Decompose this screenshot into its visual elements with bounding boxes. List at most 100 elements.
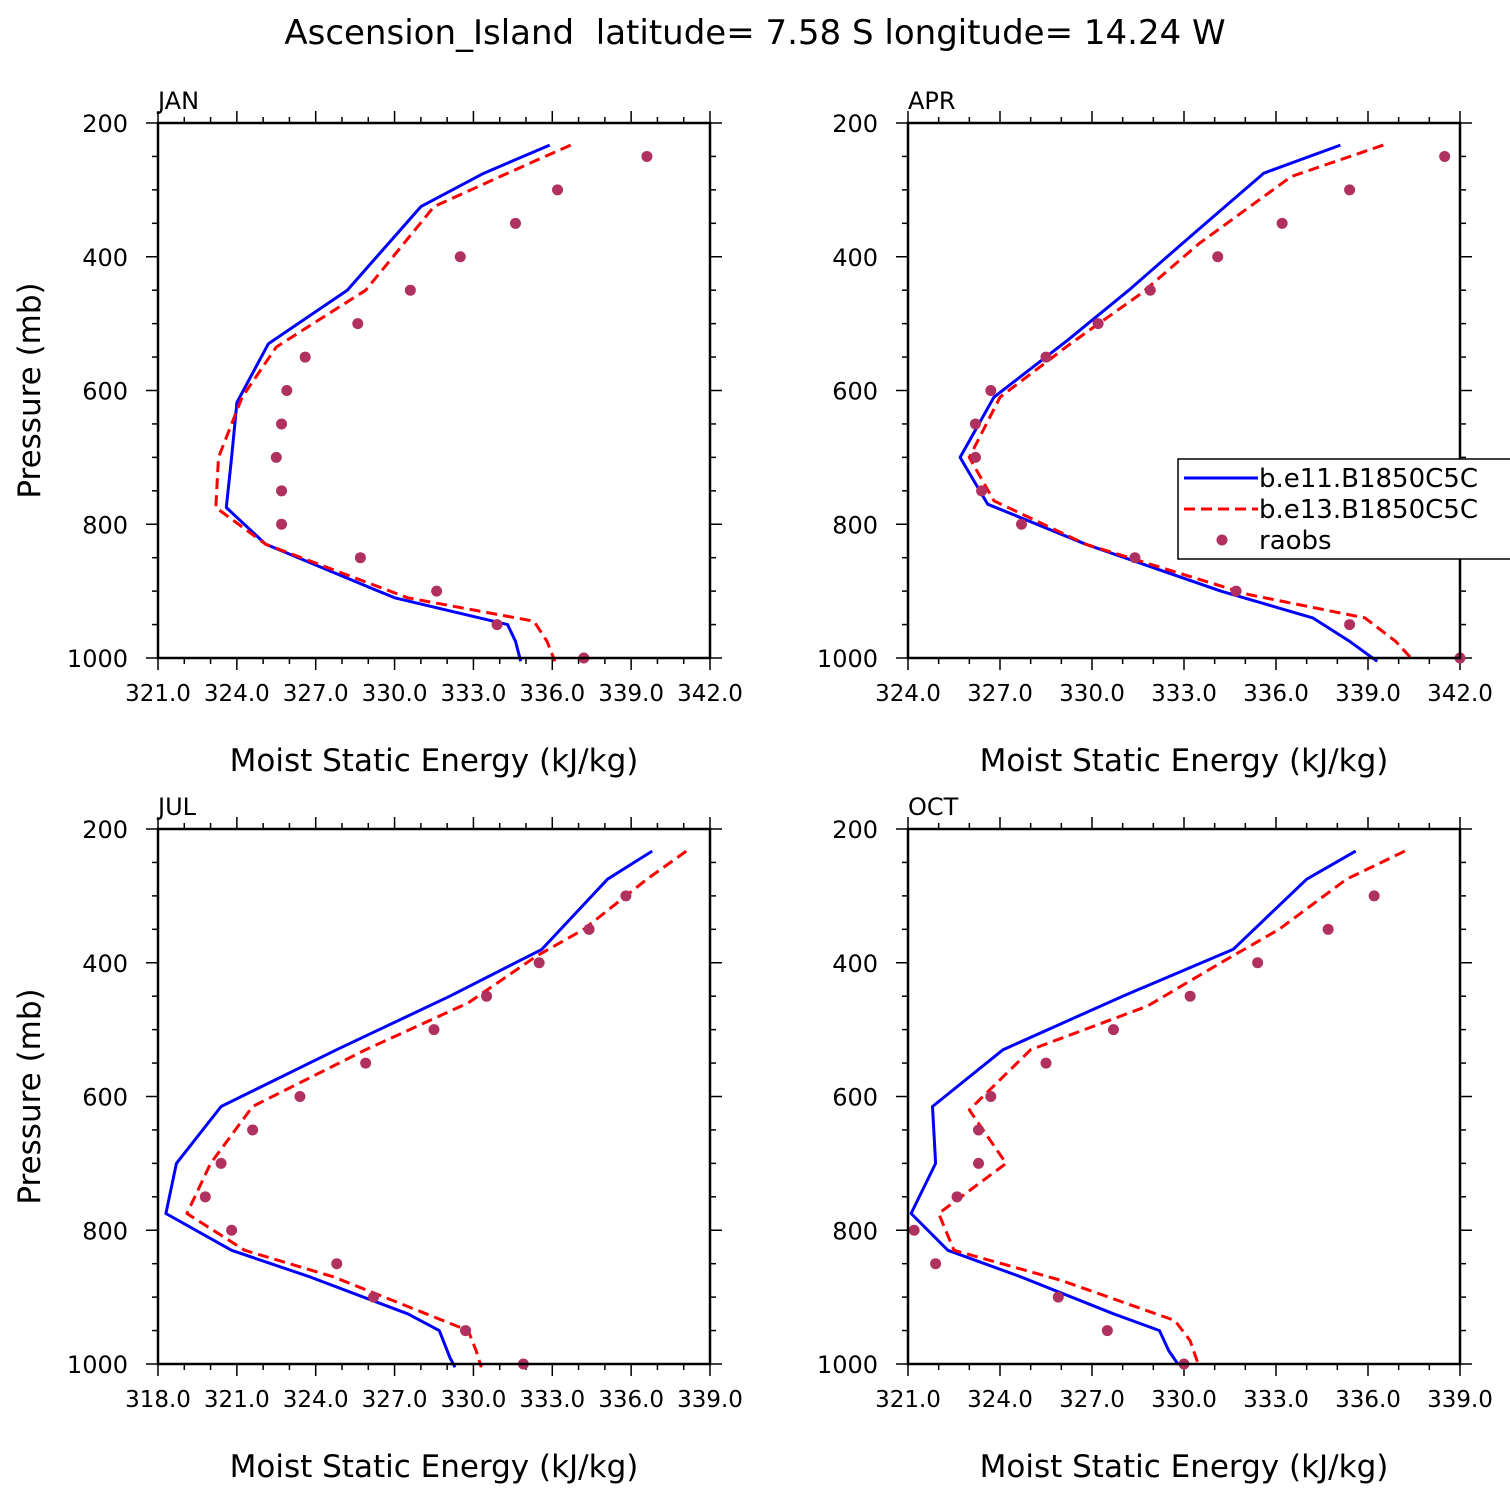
raobs-point: [276, 518, 288, 530]
y-tick-label: 1000: [67, 645, 128, 673]
x-tick-label: 333.0: [1243, 1387, 1309, 1413]
raobs-point: [354, 552, 366, 564]
x-tick-label: 339.0: [598, 681, 664, 707]
x-tick-label: 339.0: [1335, 681, 1401, 707]
plot-frame: [156, 827, 712, 1366]
x-tick-label: 321.0: [875, 1387, 941, 1413]
raobs-point: [1092, 318, 1104, 330]
series-b-e13-b1850c5c-line: [937, 849, 1406, 1368]
raobs-point: [973, 1157, 985, 1169]
raobs-point: [583, 923, 595, 935]
raobs-point: [1212, 251, 1224, 263]
legend: b.e11.B1850C5C b.e13.B1850C5C raobs: [1177, 458, 1510, 560]
legend-marker-raobs: [1216, 534, 1228, 546]
y-tick-label: 600: [832, 378, 878, 406]
x-tick-label: 321.0: [125, 681, 191, 707]
y-tick-label: 200: [82, 110, 128, 138]
raobs-point: [985, 385, 997, 396]
raobs-point: [270, 451, 282, 463]
raobs-point: [969, 418, 981, 430]
raobs-point: [281, 385, 293, 396]
panel-jan: JAN 321.0 324.0 327.0 330.0 333.0 336.0 339.0 34…: [12, 87, 743, 779]
y-tick-label: 600: [82, 1084, 128, 1112]
series-raobs: [270, 150, 653, 664]
y-tick-label: 1000: [67, 1351, 128, 1379]
x-axis-title: Moist Static Energy (kJ/kg): [980, 1449, 1389, 1485]
y-tick-label: 200: [832, 110, 878, 138]
x-tick-label: 327.0: [1059, 1387, 1125, 1413]
panels: JAN 321.0 324.0 327.0 330.0 333.0 336.0 339.0 34…: [12, 87, 1493, 1485]
raobs-point: [368, 1291, 380, 1303]
raobs-point: [908, 1224, 920, 1236]
raobs-point: [930, 1258, 942, 1270]
raobs-point: [1040, 1057, 1052, 1069]
raobs-point: [1052, 1291, 1064, 1303]
x-tick-label: 333.0: [519, 1387, 585, 1413]
raobs-point: [985, 1091, 997, 1102]
y-tick-label: 800: [832, 511, 878, 539]
x-tick-label: 336.0: [1335, 1387, 1401, 1413]
x-axis-title: Moist Static Energy (kJ/kg): [230, 1449, 639, 1485]
x-tick-label: 336.0: [1243, 681, 1309, 707]
raobs-point: [1107, 1024, 1119, 1036]
x-tick-label: 324.0: [875, 681, 941, 707]
y-tick-label: 400: [82, 950, 128, 978]
figure-title: Ascension_Island latitude= 7.58 S longit…: [284, 13, 1225, 53]
x-tick-label: 336.0: [519, 681, 585, 707]
raobs-point: [276, 418, 288, 430]
y-tick-label: 1000: [817, 645, 878, 673]
legend-label-raobs: raobs: [1259, 526, 1332, 556]
y-tick-label: 400: [82, 244, 128, 272]
y-tick-label: 800: [832, 1217, 878, 1245]
x-tick-label: 324.0: [283, 1387, 349, 1413]
raobs-point: [976, 485, 988, 497]
raobs-point: [1101, 1325, 1113, 1337]
raobs-point: [641, 150, 653, 162]
series-b-e11-b1850c5c-line: [224, 143, 551, 662]
x-tick-label: 339.0: [1427, 1387, 1493, 1413]
series-raobs: [908, 890, 1380, 1370]
raobs-point: [215, 1157, 227, 1169]
raobs-point: [509, 217, 521, 229]
x-tick-label: 327.0: [967, 681, 1033, 707]
series-b-e11-b1850c5c-line: [909, 849, 1357, 1365]
raobs-point: [1144, 284, 1156, 296]
raobs-point: [620, 890, 632, 902]
y-tick-label: 200: [82, 816, 128, 844]
plot-frame: [906, 827, 1462, 1366]
y-tick-label: 1000: [817, 1351, 878, 1379]
series-raobs: [969, 150, 1466, 664]
panel-label-oct: OCT: [908, 793, 959, 821]
raobs-point: [460, 1325, 472, 1337]
raobs-point: [533, 957, 545, 969]
y-tick-label: 800: [82, 511, 128, 539]
x-tick-label: 342.0: [1427, 681, 1493, 707]
raobs-point: [1230, 585, 1242, 597]
y-axis-title: Pressure (mb): [12, 988, 48, 1204]
raobs-point: [1344, 184, 1356, 196]
raobs-point: [1276, 217, 1288, 229]
y-tick-label: 200: [832, 816, 878, 844]
raobs-point: [360, 1057, 372, 1069]
x-tick-label: 324.0: [967, 1387, 1033, 1413]
raobs-point: [331, 1258, 343, 1270]
y-axis-title: Pressure (mb): [12, 282, 48, 498]
y-tick-label: 600: [832, 1084, 878, 1112]
x-tick-label: 333.0: [1151, 681, 1217, 707]
y-tick-label: 600: [82, 378, 128, 406]
raobs-point: [294, 1091, 306, 1102]
x-tick-label: 330.0: [1151, 1387, 1217, 1413]
x-tick-label: 330.0: [362, 681, 428, 707]
raobs-point: [969, 451, 981, 463]
raobs-point: [1322, 923, 1334, 935]
panel-jul: JUL 318.0 321.0 324.0 327.0 330.0 333.0 336.0 33…: [12, 793, 743, 1485]
raobs-point: [973, 1124, 985, 1136]
raobs-point: [1344, 619, 1356, 631]
raobs-point: [1129, 552, 1141, 564]
raobs-point: [404, 284, 416, 296]
series-b-e13-b1850c5c-line: [185, 849, 688, 1368]
raobs-point: [299, 351, 311, 363]
x-tick-label: 330.0: [440, 1387, 506, 1413]
raobs-point: [1252, 957, 1264, 969]
raobs-point: [1184, 990, 1196, 1002]
